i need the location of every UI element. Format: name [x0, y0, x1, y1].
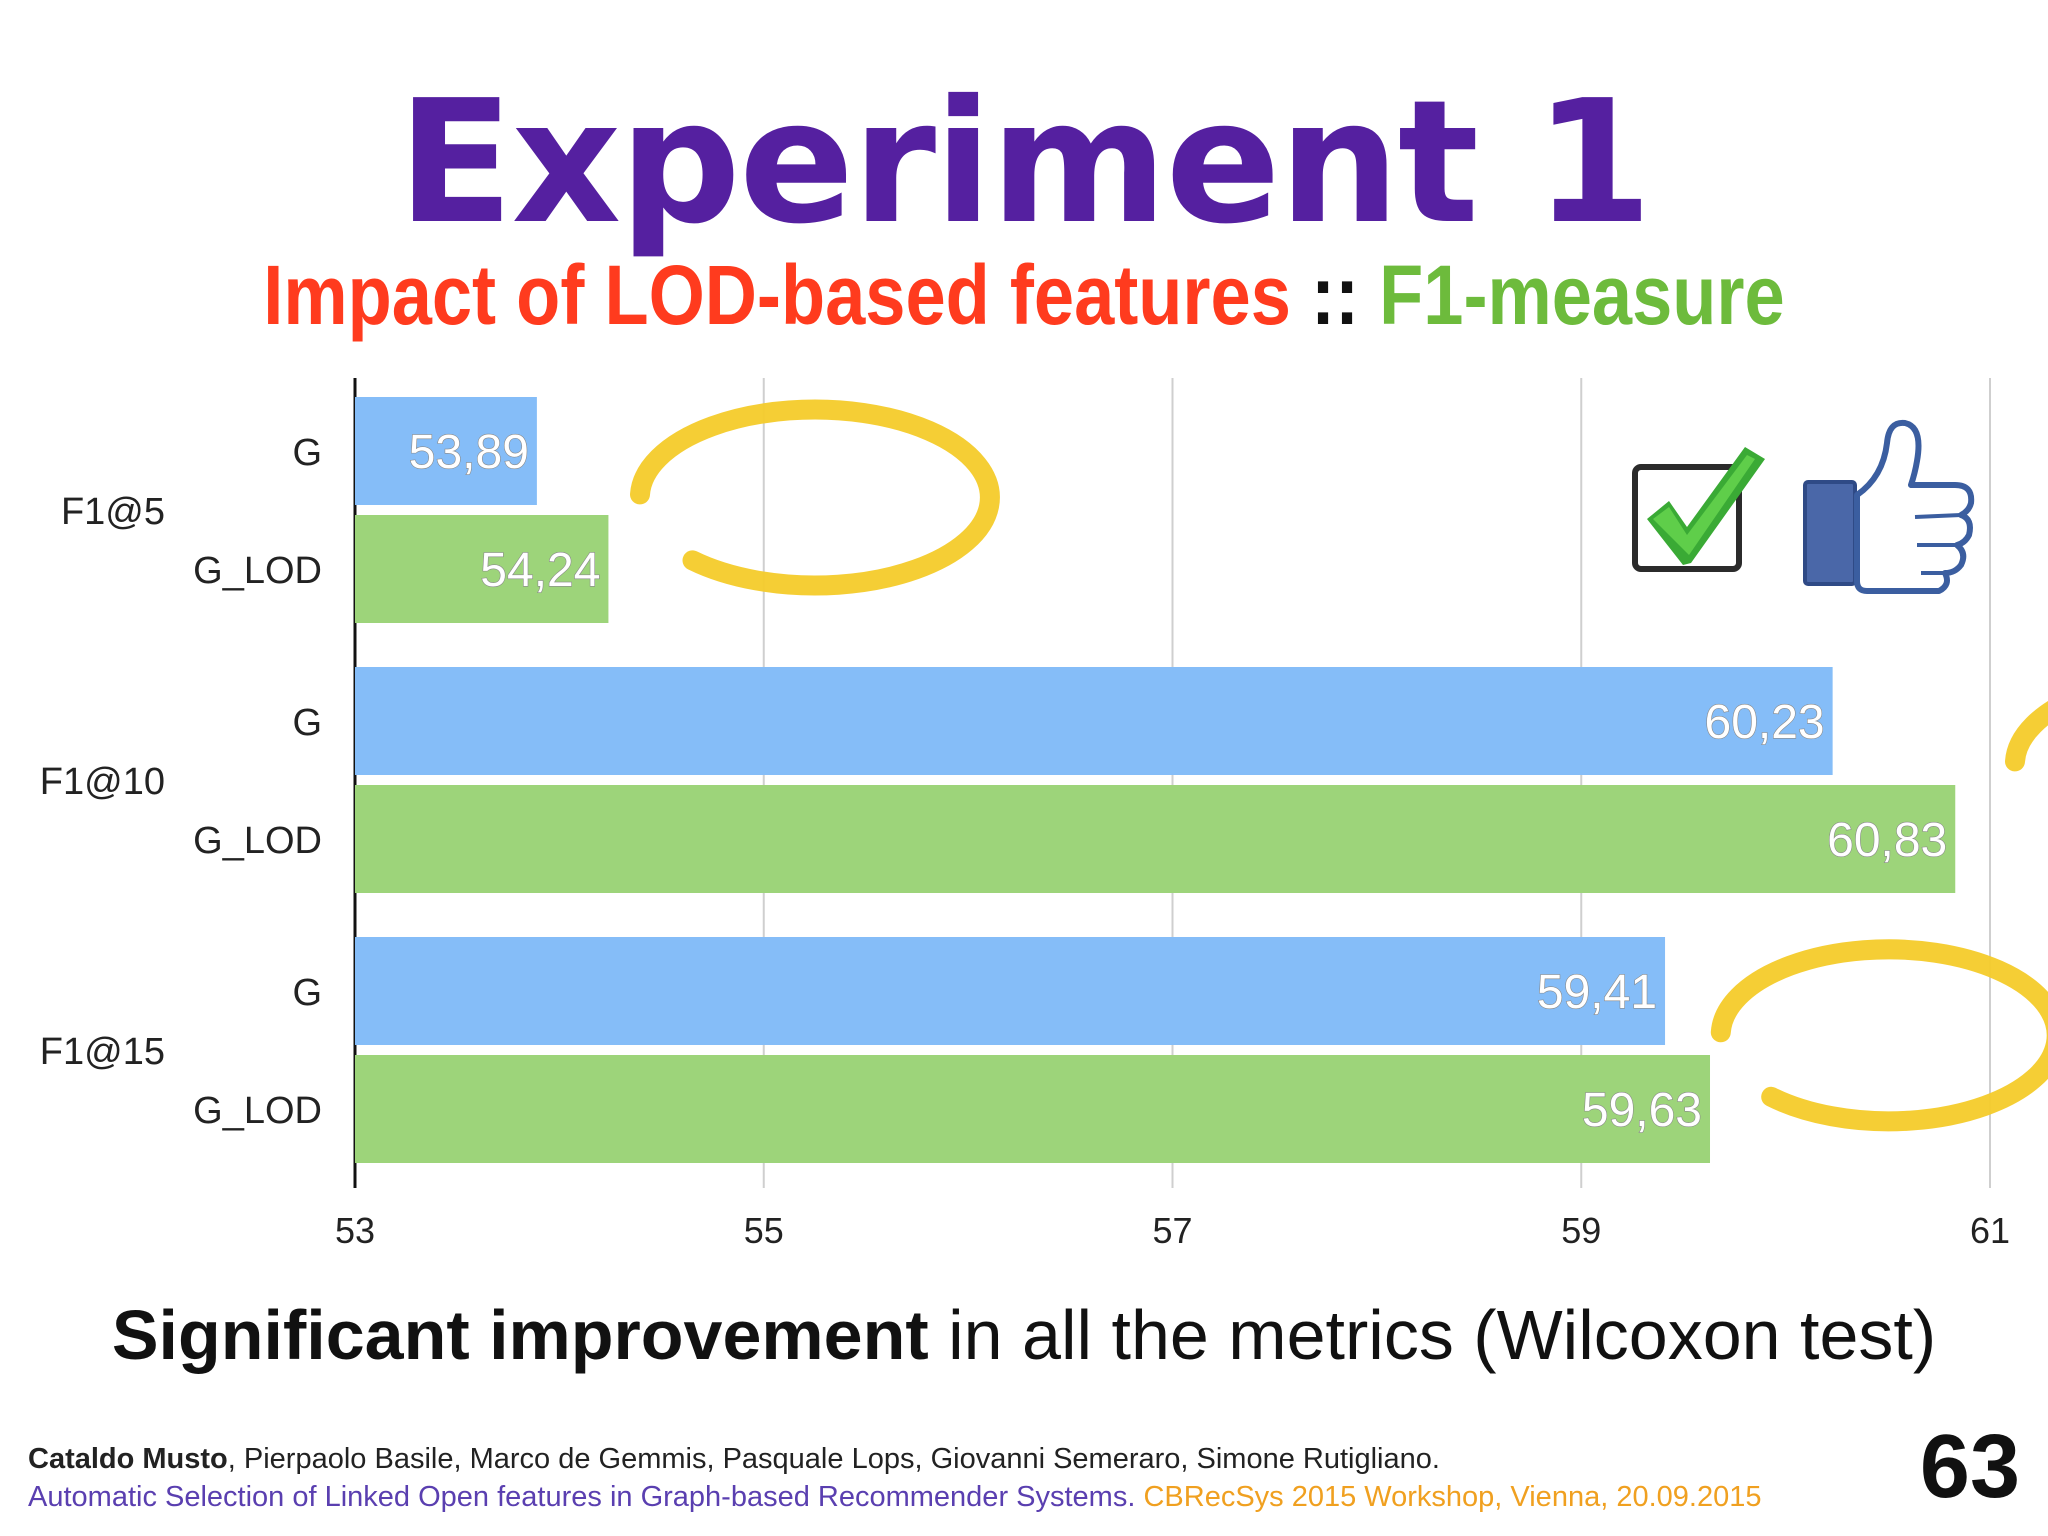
- bar-g: [355, 667, 1833, 775]
- bar-g-lod: [355, 1055, 1711, 1163]
- x-tick-label: 55: [744, 1210, 784, 1251]
- bar-value-label: 60,83: [1827, 814, 1947, 867]
- checkbox-checkmark-icon: [1632, 447, 1765, 572]
- footer-paper-title: Automatic Selection of Linked Open featu…: [28, 1481, 1136, 1513]
- series-label: G: [292, 702, 322, 744]
- x-tick-label: 59: [1561, 1210, 1601, 1251]
- subtitle-topic: Impact of LOD-based features: [263, 248, 1291, 342]
- x-tick-label: 57: [1152, 1210, 1192, 1251]
- page-number: 63: [1919, 1417, 2020, 1517]
- bar-g: [355, 397, 537, 505]
- bar-value-label: 59,63: [1582, 1084, 1702, 1137]
- footer-venue: CBRecSys 2015 Workshop, Vienna, 20.09.20…: [1135, 1481, 1762, 1513]
- bar-g-lod: [355, 515, 609, 623]
- footer-citation: Automatic Selection of Linked Open featu…: [28, 1478, 1761, 1516]
- series-label: G_LOD: [193, 820, 322, 862]
- series-label: G: [292, 432, 322, 474]
- highlight-ring: [630, 399, 1000, 596]
- series-label: G: [292, 972, 322, 1014]
- slide-title: Experiment 1: [397, 64, 1652, 262]
- thumbs-up-icon: [1803, 419, 1975, 594]
- bar-value-label: 53,89: [409, 426, 529, 479]
- conclusion-emphasis: Significant improvement: [111, 1296, 929, 1374]
- category-label: F1@5: [61, 491, 165, 533]
- highlight-ring: [2005, 701, 2048, 772]
- footer-authors: Cataldo Musto, Pierpaolo Basile, Marco d…: [28, 1440, 1761, 1478]
- footer-lead-author: Cataldo Musto: [28, 1443, 228, 1475]
- slide-footer: Cataldo Musto, Pierpaolo Basile, Marco d…: [28, 1440, 1761, 1516]
- bar-value-label: 54,24: [480, 544, 600, 597]
- bar-g-lod: [355, 785, 1956, 893]
- footer-coauthors: , Pierpaolo Basile, Marco de Gemmis, Pas…: [227, 1443, 1440, 1475]
- series-label: G_LOD: [193, 550, 322, 592]
- x-tick-label: 53: [335, 1210, 375, 1251]
- category-label: F1@10: [40, 761, 165, 803]
- approval-icons: [1625, 415, 1985, 600]
- category-label: F1@15: [40, 1031, 165, 1073]
- x-tick-label: 61: [1970, 1210, 2010, 1251]
- series-label: G_LOD: [193, 1090, 322, 1132]
- bar-chart: 53 55 57 59 61 53,89 G 54,24 G_LOD F1@5 60,23 G 60,8…: [40, 378, 2048, 1251]
- slide-subtitle: Impact of LOD-based features :: F1-measu…: [143, 245, 1904, 345]
- highlight-ring: [1710, 939, 2048, 1132]
- bar-value-label: 59,41: [1537, 966, 1657, 1019]
- bar-value-label: 60,23: [1705, 696, 1825, 749]
- subtitle-metric: F1-measure: [1379, 248, 1785, 342]
- bar-g: [355, 937, 1666, 1045]
- conclusion-statement: Significant improvement in all the metri…: [0, 1290, 2048, 1380]
- conclusion-text: in all the metrics (Wilcoxon test): [928, 1296, 1937, 1374]
- subtitle-separator: ::: [1290, 248, 1380, 342]
